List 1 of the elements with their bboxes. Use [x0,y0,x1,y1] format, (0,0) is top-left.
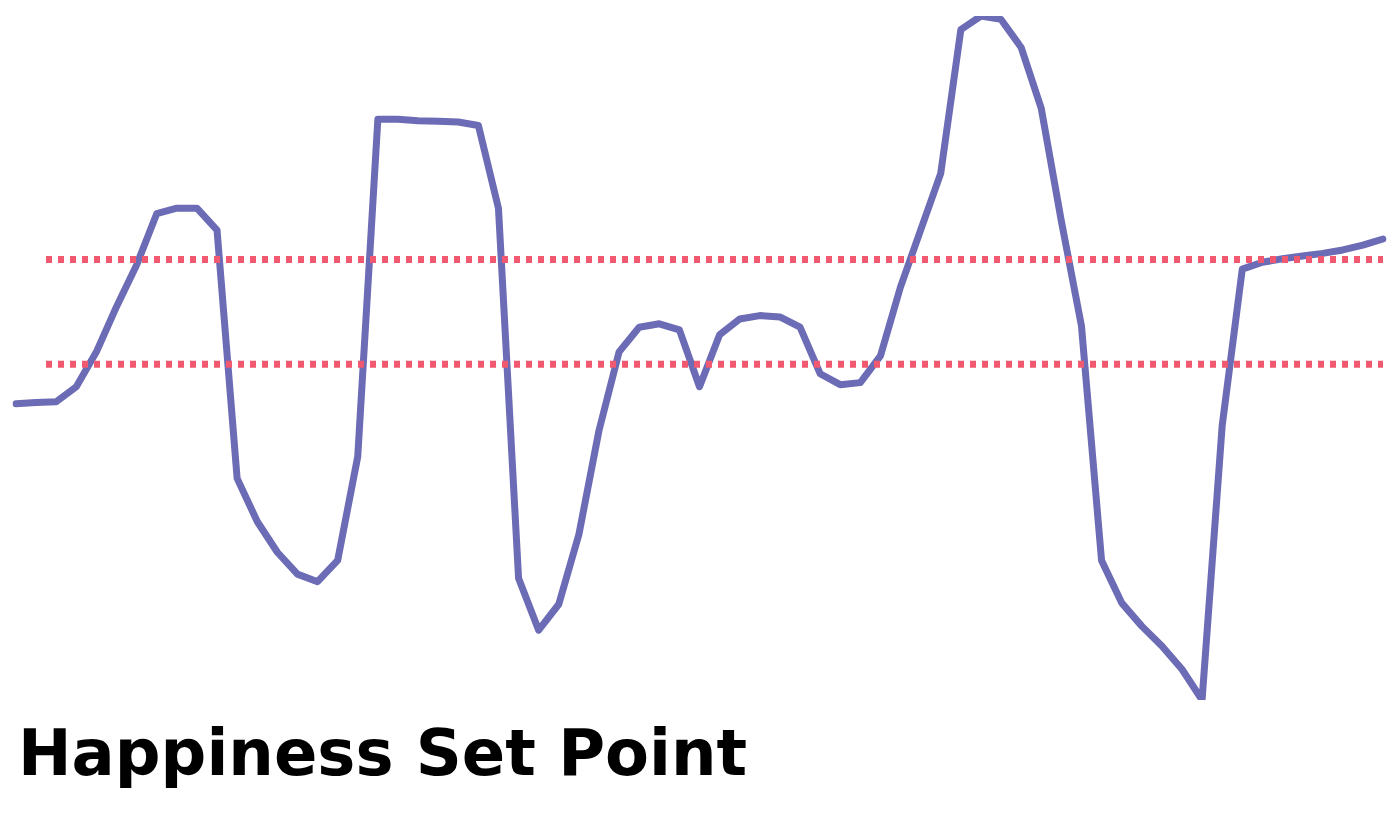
text: Happiness Set Point [17,715,749,792]
